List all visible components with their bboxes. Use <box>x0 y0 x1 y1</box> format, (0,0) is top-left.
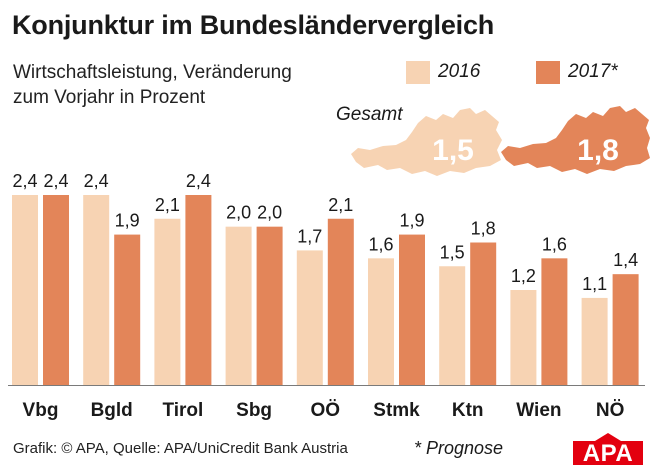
bar-2016-OÖ <box>296 250 323 385</box>
legend-label-2016: 2016 <box>438 61 481 82</box>
austria-map-shape-2016 <box>351 108 502 176</box>
legend-label-2017: 2017* <box>568 61 618 82</box>
data-label-2016-Tirol: 2,1 <box>155 195 180 215</box>
category-label-Vbg: Vbg <box>23 400 59 421</box>
legend-swatch-2016 <box>406 61 430 84</box>
category-label-Bgld: Bgld <box>91 400 133 421</box>
bar-2017-OÖ <box>327 218 354 385</box>
category-label-OÖ: OÖ <box>311 400 341 421</box>
data-label-2016-OÖ: 1,7 <box>297 226 322 246</box>
data-label-2016-Wien: 1,2 <box>511 266 536 286</box>
apa-logo-text: APA <box>582 440 634 467</box>
data-label-2017-OÖ: 2,1 <box>328 195 353 215</box>
bar-2017-Stmk <box>399 234 425 385</box>
category-label-NÖ: NÖ <box>596 400 625 421</box>
bar-2017-Sbg <box>256 226 283 385</box>
data-label-2016-Stmk: 1,6 <box>368 234 393 254</box>
bar-2016-NÖ <box>581 297 608 385</box>
bar-2017-Tirol <box>185 195 212 385</box>
legend-swatch-2017 <box>536 61 560 84</box>
chart-subtitle-line-1: Wirtschaftsleistung, Veränderung <box>13 62 292 83</box>
category-label-Wien: Wien <box>516 400 561 421</box>
bar-2017-Vbg <box>43 195 69 385</box>
apa-logo-roof-icon <box>595 433 621 441</box>
gesamt-value-2016: 1,5 <box>432 134 474 167</box>
apa-logo-box <box>573 441 643 465</box>
data-label-2016-Sbg: 2,0 <box>226 203 251 223</box>
data-label-2017-NÖ: 1,4 <box>613 250 638 270</box>
data-label-2017-Stmk: 1,9 <box>399 211 424 231</box>
bar-2016-Bgld <box>83 195 110 385</box>
data-label-2017-Ktn: 1,8 <box>471 219 496 239</box>
data-label-2016-Vbg: 2,4 <box>12 171 37 191</box>
data-label-2016-NÖ: 1,1 <box>582 274 607 294</box>
bar-2016-Tirol <box>154 218 181 385</box>
category-label-Sbg: Sbg <box>236 400 272 421</box>
data-label-2017-Wien: 1,6 <box>542 234 567 254</box>
data-label-2016-Ktn: 1,5 <box>440 242 465 262</box>
bar-2017-NÖ <box>612 274 639 385</box>
category-label-Ktn: Ktn <box>452 400 484 421</box>
footer-source: Grafik: © APA, Quelle: APA/UniCredit Ban… <box>13 440 348 457</box>
austria-map-icon-2016: 1,5 <box>351 108 502 176</box>
bar-2017-Bgld <box>114 234 141 385</box>
category-label-Stmk: Stmk <box>373 400 420 421</box>
gesamt-value-2017: 1,8 <box>577 134 619 167</box>
austria-map-icon-2017: 1,8 <box>501 106 650 174</box>
bar-2016-Stmk <box>368 258 394 385</box>
footer-prognose-note: * Prognose <box>414 438 504 458</box>
chart-title: Konjunktur im Bundesländervergleich <box>12 10 495 40</box>
gesamt-label: Gesamt <box>336 104 403 125</box>
data-label-2017-Sbg: 2,0 <box>257 203 282 223</box>
bar-2017-Ktn <box>470 242 497 385</box>
chart-subtitle-line-2: zum Vorjahr in Prozent <box>13 87 206 108</box>
apa-logo: APA <box>573 433 643 467</box>
data-label-2017-Vbg: 2,4 <box>43 171 68 191</box>
data-label-2017-Tirol: 2,4 <box>186 171 211 191</box>
austria-map-shape-2017 <box>501 106 650 174</box>
bar-2016-Sbg <box>225 226 252 385</box>
bar-2016-Vbg <box>12 195 38 385</box>
data-label-2017-Bgld: 1,9 <box>115 211 140 231</box>
category-label-Tirol: Tirol <box>162 400 203 421</box>
bar-2016-Ktn <box>439 266 466 385</box>
data-label-2016-Bgld: 2,4 <box>84 171 109 191</box>
bar-2016-Wien <box>510 290 537 385</box>
bar-2017-Wien <box>541 258 568 385</box>
